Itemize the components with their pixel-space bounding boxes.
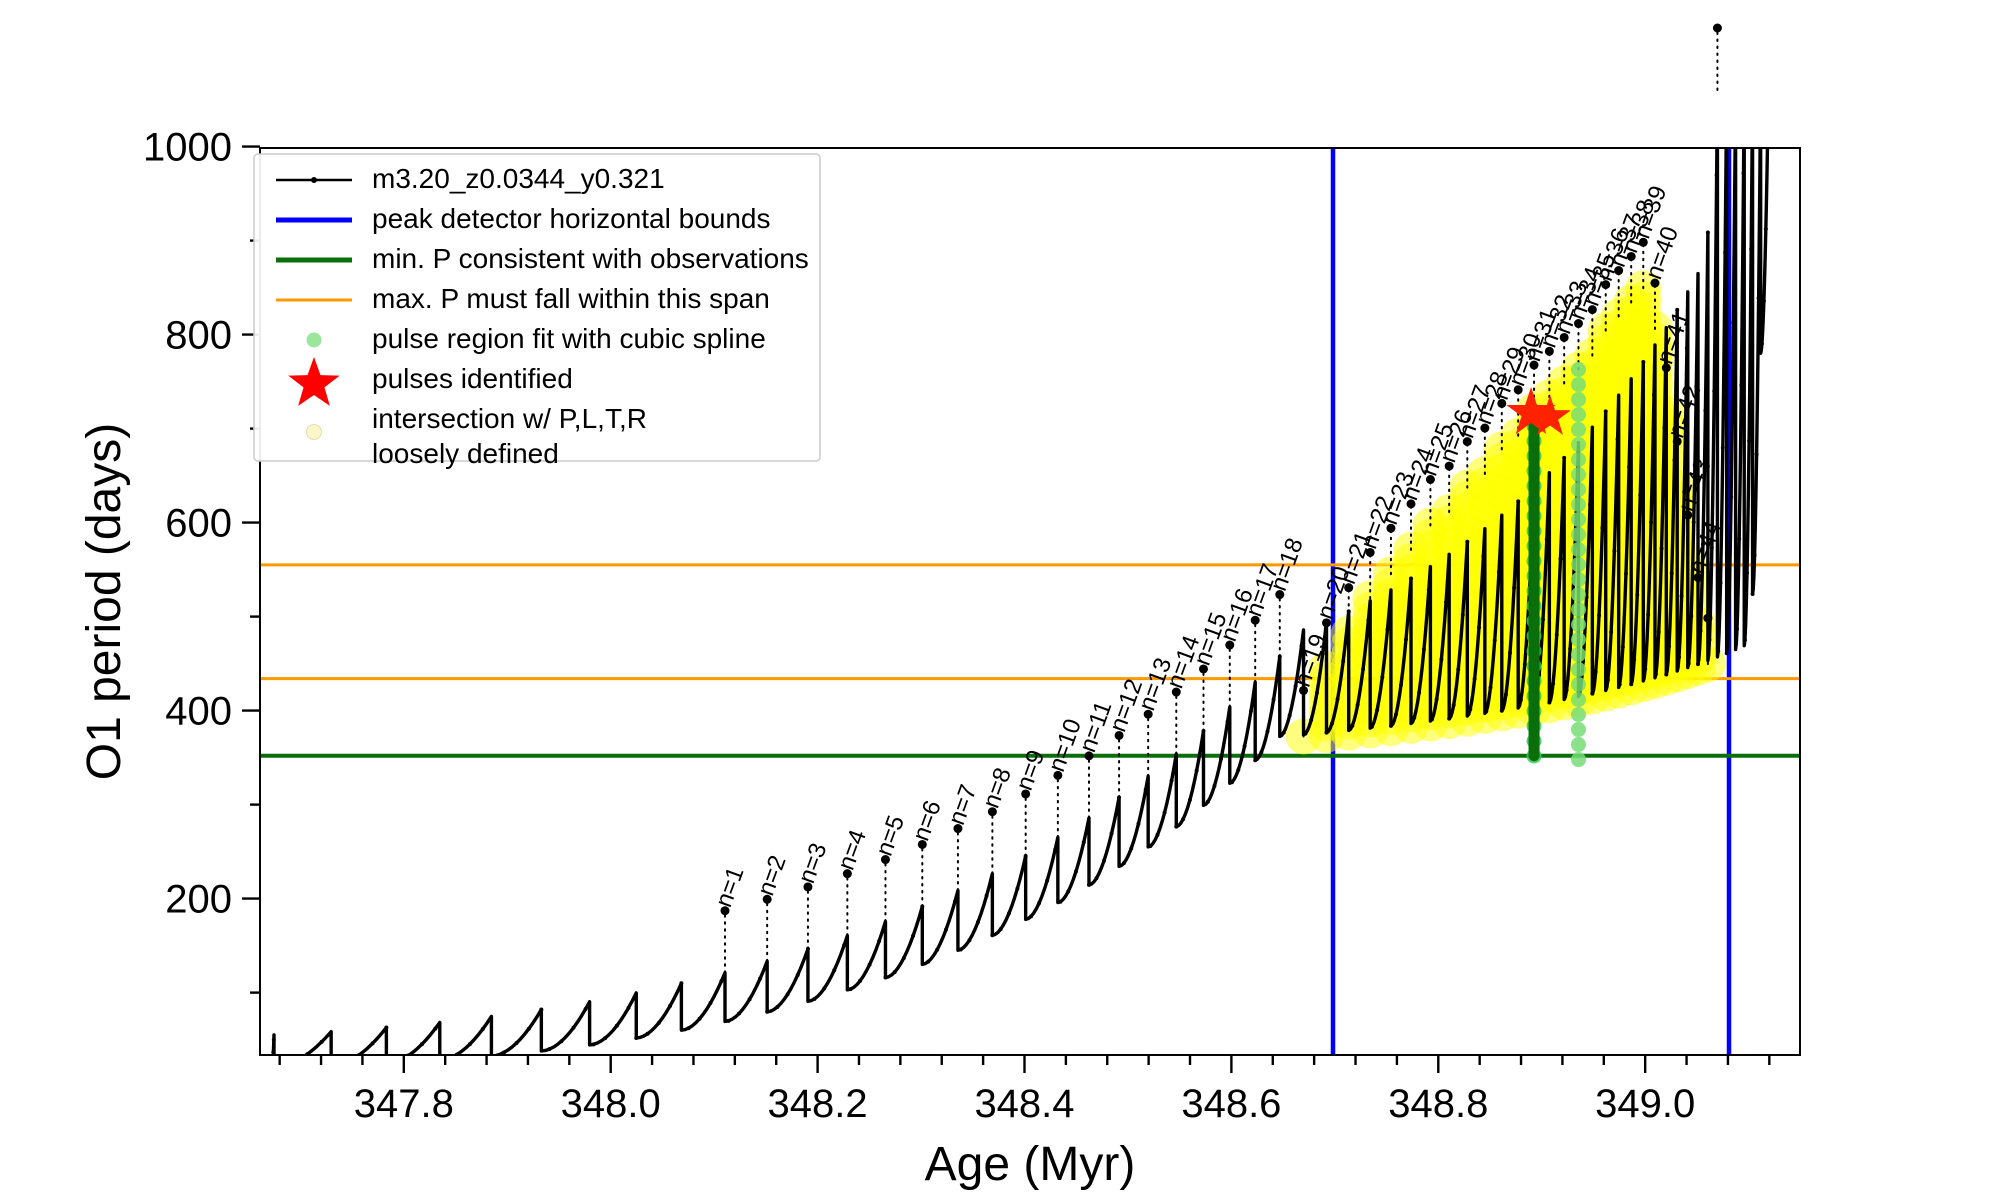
- svg-text:200: 200: [165, 878, 232, 922]
- svg-text:min. P consistent with observa: min. P consistent with observations: [372, 243, 809, 274]
- svg-text:400: 400: [165, 690, 232, 734]
- svg-text:peak detector horizontal bound: peak detector horizontal bounds: [372, 203, 771, 234]
- svg-text:loosely defined: loosely defined: [372, 438, 559, 469]
- svg-text:max. P must fall within this s: max. P must fall within this span: [372, 283, 770, 314]
- svg-text:348.0: 348.0: [561, 1082, 661, 1126]
- svg-text:1000: 1000: [143, 126, 232, 170]
- svg-text:800: 800: [165, 314, 232, 358]
- svg-text:m3.20_z0.0344_y0.321: m3.20_z0.0344_y0.321: [372, 163, 665, 194]
- svg-text:348.4: 348.4: [974, 1082, 1074, 1126]
- svg-text:Age (Myr): Age (Myr): [925, 1138, 1136, 1191]
- svg-text:349.0: 349.0: [1595, 1082, 1695, 1126]
- svg-text:348.8: 348.8: [1388, 1082, 1488, 1126]
- svg-text:pulse region fit with cubic sp: pulse region fit with cubic spline: [372, 323, 766, 354]
- svg-text:348.2: 348.2: [768, 1082, 868, 1126]
- svg-text:348.6: 348.6: [1181, 1082, 1281, 1126]
- svg-text:O1 period (days): O1 period (days): [78, 423, 131, 781]
- svg-text:347.8: 347.8: [354, 1082, 454, 1126]
- svg-text:pulses identified: pulses identified: [372, 363, 573, 394]
- svg-text:600: 600: [165, 502, 232, 546]
- svg-text:intersection w/ P,L,T,R: intersection w/ P,L,T,R: [372, 403, 647, 434]
